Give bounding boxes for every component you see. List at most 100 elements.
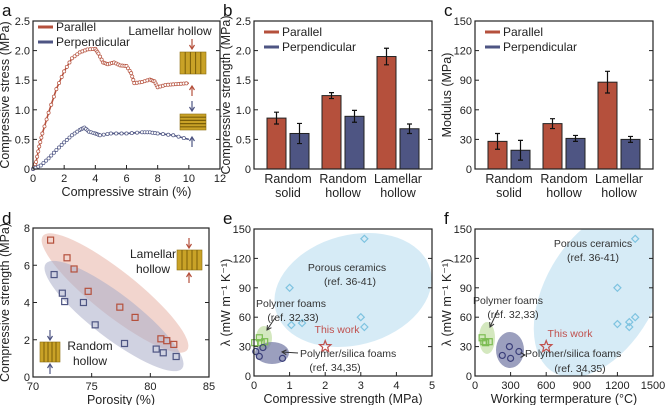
label-polymer-foams: Polymer foams xyxy=(473,295,543,307)
x-tick-label: 3 xyxy=(358,380,364,392)
data-point xyxy=(356,312,366,322)
structure-inset-icon xyxy=(179,51,207,75)
category-label: hollow xyxy=(380,186,416,200)
ref-polymer-silica-foams: (ref. 34,35) xyxy=(309,362,360,374)
x-tick-label: 80 xyxy=(144,381,156,393)
data-point xyxy=(57,81,61,85)
ref-polymer-silica-foams: (ref. 34,35) xyxy=(554,363,605,375)
data-point xyxy=(114,131,119,136)
region-porous-ceramics xyxy=(274,232,432,348)
data-point xyxy=(75,52,80,57)
category-label: Random xyxy=(319,172,366,186)
category-label: Random xyxy=(485,172,532,186)
error-bar xyxy=(518,139,523,161)
bar xyxy=(597,81,618,170)
y-tick-label: 30 xyxy=(239,342,251,354)
data-point xyxy=(51,94,56,99)
arrow-head-icon xyxy=(280,349,287,356)
y-axis-label: Compressive strength (MPa) xyxy=(0,223,12,382)
ref-polymer-foams: (ref. 32,33) xyxy=(487,309,538,321)
data-point xyxy=(34,159,39,164)
category-label: solid xyxy=(496,186,522,200)
y-tick-label: 0 xyxy=(466,371,472,383)
legend-label: Perpendicular xyxy=(56,35,130,49)
data-point xyxy=(91,321,99,329)
data-point xyxy=(119,131,124,136)
error-bar xyxy=(407,123,412,135)
panel-label: b xyxy=(223,1,232,20)
data-point xyxy=(67,60,72,65)
y-tick-label: 0.5 xyxy=(236,134,251,146)
data-point xyxy=(166,132,171,137)
legend-label: Parallel xyxy=(503,25,543,39)
y-tick-label: 2.5 xyxy=(236,16,251,28)
y-tick-label: 90 xyxy=(239,283,251,295)
label-porous-ceramics: Porous ceramics xyxy=(554,238,632,250)
data-point xyxy=(171,133,176,138)
annotation-random: Random xyxy=(67,339,112,353)
data-point xyxy=(42,124,47,129)
data-point xyxy=(63,254,71,262)
data-point xyxy=(255,334,263,342)
label-polymer-foams: Polymer foams xyxy=(256,298,326,310)
data-point xyxy=(485,338,493,346)
error-bar xyxy=(274,111,279,125)
data-point xyxy=(36,149,41,154)
data-point xyxy=(480,338,488,346)
data-point xyxy=(58,289,66,297)
y-tick-label: 150 xyxy=(233,224,251,236)
region-polymer-silica-foams xyxy=(255,342,289,364)
category-label: hollow xyxy=(546,186,582,200)
data-point xyxy=(59,75,64,79)
x-tick-label: 1500 xyxy=(641,380,665,392)
legend-label: Parallel xyxy=(282,25,322,39)
legend-label: Parallel xyxy=(56,20,96,34)
panel-a: a 0 0.5 1.0 1.5 2.0 2.5 0 2 4 6 8 10 12 Compressive st… xyxy=(0,1,226,199)
error-bar xyxy=(352,109,357,123)
y-tick-label: 150 xyxy=(454,224,472,236)
data-point xyxy=(38,140,43,145)
data-point xyxy=(96,51,101,56)
panel-label: c xyxy=(444,1,453,20)
ref-polymer-foams: (ref. 32,33) xyxy=(267,312,318,324)
annotation-lamellar-hollow: Lamellar hollow xyxy=(128,24,212,38)
structure-inset-icon xyxy=(39,341,61,363)
category-label: hollow xyxy=(601,186,637,200)
data-point xyxy=(64,64,69,69)
data-point xyxy=(181,136,186,141)
plot-frame xyxy=(253,228,433,377)
data-point xyxy=(131,77,136,82)
arrow-head-icon xyxy=(185,271,193,278)
arrow-head-icon xyxy=(489,321,495,328)
x-tick-label: 0 xyxy=(472,380,478,392)
y-tick-label: 30 xyxy=(460,134,472,146)
panel-label: d xyxy=(2,209,11,228)
x-axis-label: Working termperature (°C) xyxy=(491,392,637,405)
data-point xyxy=(176,134,181,139)
error-bar xyxy=(550,118,555,130)
data-point xyxy=(152,345,160,353)
panel-label: a xyxy=(2,1,12,20)
y-tick-label: 30 xyxy=(460,342,472,354)
arrow-head-icon xyxy=(266,324,272,331)
data-point xyxy=(129,131,134,136)
x-tick-label: 6 xyxy=(123,173,129,185)
data-point xyxy=(515,347,523,356)
x-tick-label: 0 xyxy=(251,380,257,392)
data-point xyxy=(170,340,178,349)
plot-frame xyxy=(32,20,221,170)
star-icon xyxy=(538,338,554,353)
x-tick-label: 75 xyxy=(86,381,98,393)
ref-porous-ceramics: (ref. 36-41) xyxy=(567,252,619,264)
data-point xyxy=(46,110,51,115)
y-tick-label: 0 xyxy=(245,371,251,383)
category-label: hollow xyxy=(325,186,361,200)
data-point xyxy=(72,54,77,59)
data-point xyxy=(630,234,640,244)
error-bar xyxy=(297,122,302,145)
x-tick-label: 70 xyxy=(27,381,39,393)
data-point xyxy=(130,74,135,79)
regions xyxy=(255,232,432,364)
